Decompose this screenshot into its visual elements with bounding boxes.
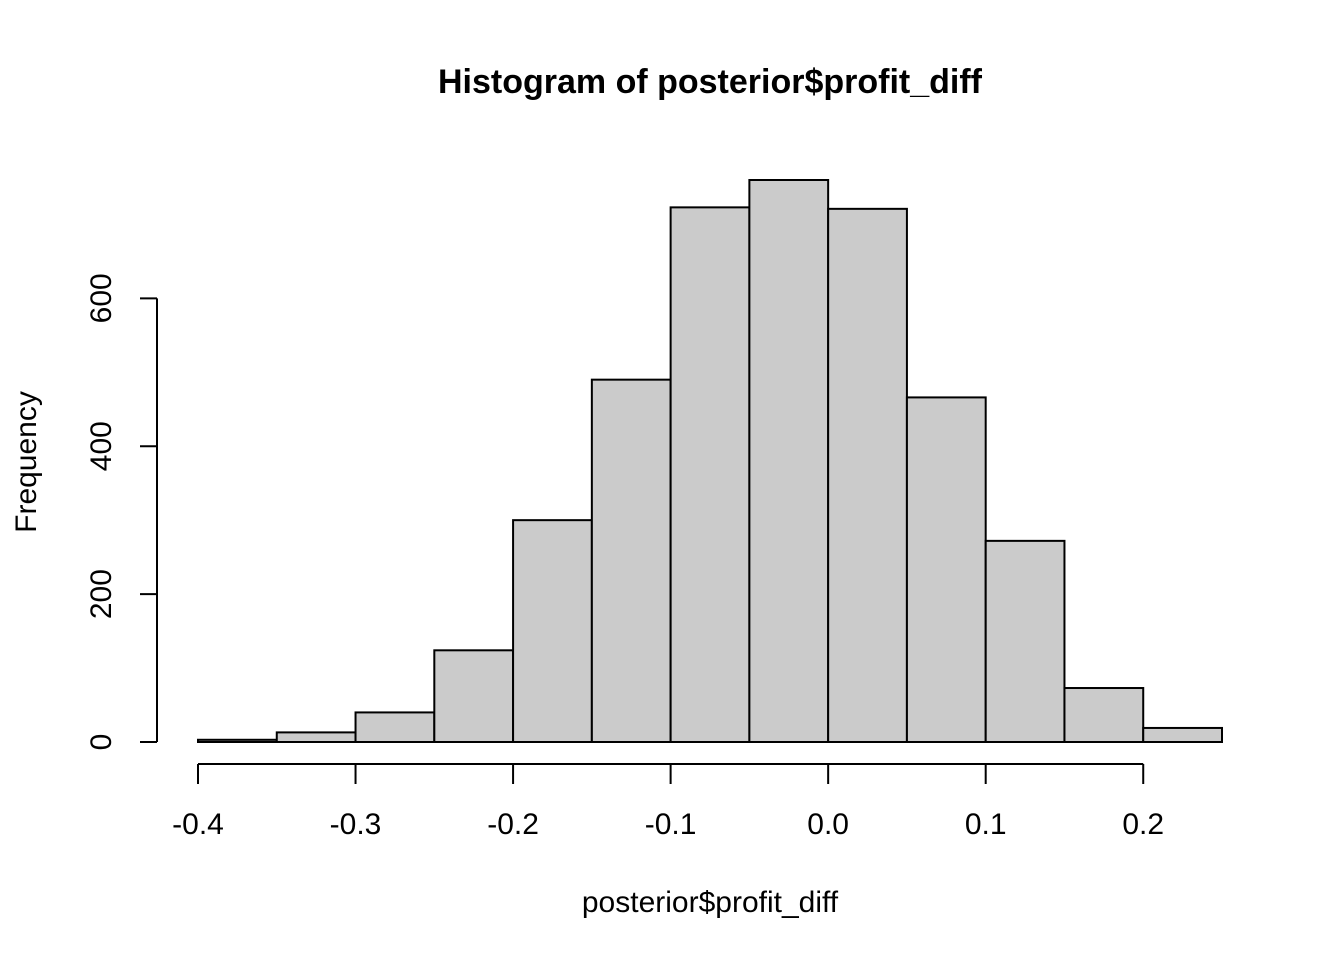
y-tick-label: 600 [85,273,118,323]
histogram-bar [748,179,830,743]
x-tick-label: 0.1 [965,808,1007,841]
x-axis: -0.4 -0.3 -0.2 -0.1 0.0 0.1 0.2 [172,763,1164,841]
x-tick-label: -0.1 [645,808,697,841]
histogram-bar [590,378,672,743]
histogram-bar [669,206,751,744]
y-tick-label: 200 [85,569,118,619]
y-tick-label: 400 [85,421,118,471]
x-axis-label: posterior$profit_diff [582,886,839,919]
chart-title: Histogram of posterior$profit_diff [438,63,983,101]
histogram-bar [827,207,908,743]
histogram-bar [1063,687,1145,744]
histogram-bar [433,649,515,743]
x-tick-label: -0.4 [172,808,224,841]
y-axis-label: Frequency [10,391,43,533]
histogram-bar [512,519,593,743]
x-tick-label: 0.0 [807,808,849,841]
histogram-bar [1142,726,1223,744]
histogram-bar [984,539,1066,743]
histogram-bar [905,396,987,743]
x-tick-label: -0.2 [487,808,539,841]
histogram-bar [275,731,357,744]
histogram-bar [354,711,436,743]
x-tick-label: 0.2 [1122,808,1164,841]
y-tick-label: 0 [85,734,118,751]
x-tick-label: -0.3 [330,808,382,841]
y-axis: 0 200 400 600 [85,273,158,751]
histogram-bars [197,179,1223,744]
histogram-bar [197,738,278,744]
